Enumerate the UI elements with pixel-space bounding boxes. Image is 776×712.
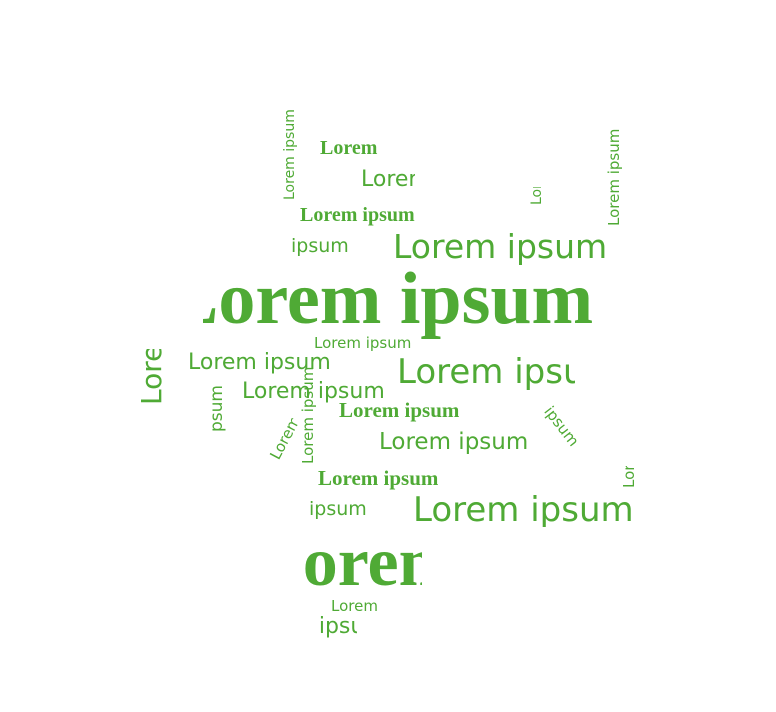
cloud-word: Lorem ipsum (318, 466, 439, 490)
cloud-word: Lorem ipsum (622, 466, 638, 488)
cloud-word: Lorem ipsum (320, 138, 380, 159)
cloud-word: psum (207, 385, 227, 432)
cloud-word: Lorem ipsum (397, 355, 575, 392)
cloud-word: Lorem ipsum (299, 366, 317, 464)
cloud-word: Lorem ipsum (300, 528, 422, 594)
cloud-word: Lorem ipsum (188, 350, 331, 375)
cloud-word: Lorem ipsum (331, 599, 377, 615)
cloud-word: Lorem ipsum (317, 616, 357, 639)
cloud-word: Lorem ipsum (203, 262, 593, 340)
cloud-word: ipsum (291, 235, 349, 257)
cloud-word: Lorem ipsum (413, 493, 634, 527)
cloud-word: Lorem ipsum (605, 128, 623, 226)
cloud-word: Lorem ipsum (242, 379, 385, 404)
cloud-word: Lorem ipsum (379, 429, 529, 455)
cloud-word: Lorem ipsum (283, 109, 298, 200)
cloud-word: Lorem ipsum (314, 334, 412, 352)
cloud-word: ipsum (540, 402, 583, 450)
cloud-word: Lorem ipsum (361, 169, 415, 192)
cloud-word: Lorem ipsum (138, 349, 168, 405)
cloud-word: Lorem ipsum (530, 187, 546, 205)
cloud-word: Lorem ipsum (339, 398, 460, 422)
cloud-word: Lorem ipsum (393, 230, 608, 266)
cloud-word: ipsum (309, 498, 367, 520)
cloud-word: Lorem ipsum (300, 204, 415, 226)
